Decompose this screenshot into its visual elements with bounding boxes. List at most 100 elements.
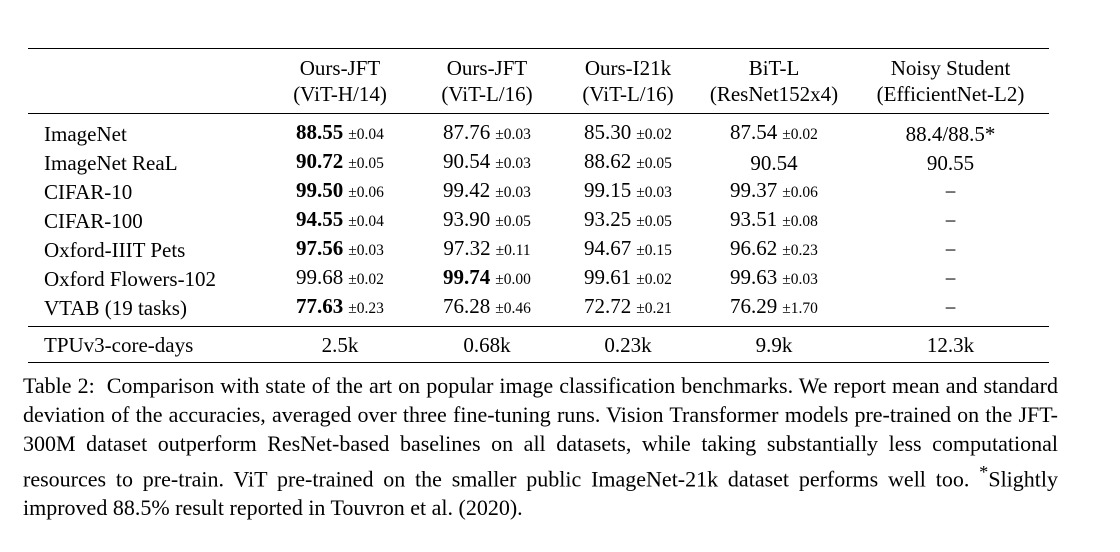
col-header-4-line2: (ResNet152x4) [696,81,852,114]
score-std: ±0.05 [495,213,531,230]
caption-footnote: Slightly improved 88.5% result reported … [23,466,1059,521]
score-std: ±0.06 [782,184,818,201]
score-cell: 93.90 ±0.05 [414,206,560,235]
score-std: ±0.06 [348,184,384,201]
score-mean: 93.90 [443,207,491,231]
score-mean: 87.54 [730,120,778,144]
score-mean: 94.55 [296,207,344,231]
score-mean: 72.72 [584,294,632,318]
score-mean: − [944,295,957,320]
score-std: ±0.03 [495,126,531,143]
table-body: ImageNet 88.55 ±0.04 87.76 ±0.03 85.30 ±0.02 87… [28,114,1049,327]
col-header-4-line1: BiT-L [696,48,852,81]
caption-label: Table 2: [23,373,95,398]
score-mean: 99.74 [443,265,491,289]
col-header-1-line2: (ViT-H/14) [266,81,414,114]
score-std: ±0.03 [495,155,531,172]
score-cell: − [852,235,1049,264]
score-mean: 93.51 [730,207,778,231]
score-cell: 99.74 ±0.00 [414,264,560,293]
score-mean: 87.76 [443,120,491,144]
score-cell: 99.50 ±0.06 [266,177,414,206]
score-cell: 77.63 ±0.23 [266,293,414,327]
footer-row: TPUv3-core-days 2.5k 0.68k 0.23k 9.9k 12… [28,326,1049,363]
score-cell: 72.72 ±0.21 [560,293,696,327]
score-cell: 87.76 ±0.03 [414,114,560,149]
dataset-name: Oxford-IIIT Pets [44,237,186,262]
score-mean: 99.15 [584,178,632,202]
score-std: ±0.11 [495,242,531,259]
score-cell: 88.62 ±0.05 [560,148,696,177]
score-mean: 85.30 [584,120,632,144]
score-std: ±0.21 [636,300,672,317]
score-cell: 94.67 ±0.15 [560,235,696,264]
score-cell: 93.51 ±0.08 [696,206,852,235]
table-row: CIFAR-100 94.55 ±0.04 93.90 ±0.05 93.25 ±0.05 9… [28,206,1049,235]
score-mean: − [944,237,957,262]
score-std: ±0.02 [782,126,818,143]
score-mean: 99.61 [584,265,632,289]
score-std: ±0.08 [782,213,818,230]
score-mean: 90.72 [296,149,344,173]
header-empty-cell [28,48,266,81]
score-mean: − [944,266,957,291]
score-mean: 76.29 [730,294,778,318]
col-header-5-line1: Noisy Student [852,48,1049,81]
score-cell: 94.55 ±0.04 [266,206,414,235]
table-row: CIFAR-10 99.50 ±0.06 99.42 ±0.03 99.15 ±0.03 99… [28,177,1049,206]
score-cell: 88.4/88.5* [852,114,1049,149]
score-cell: 87.54 ±0.02 [696,114,852,149]
score-cell: 93.25 ±0.05 [560,206,696,235]
score-std: ±0.00 [495,271,531,288]
score-std: ±0.23 [782,242,818,259]
score-cell: 76.29 ±1.70 [696,293,852,327]
results-table: Ours-JFT Ours-JFT Ours-I21k BiT-L Noisy … [28,48,1049,363]
score-cell: 90.54 ±0.03 [414,148,560,177]
table-row: VTAB (19 tasks) 77.63 ±0.23 76.28 ±0.46 72.72… [28,293,1049,327]
score-cell: 99.63 ±0.03 [696,264,852,293]
col-header-5-line2: (EfficientNet-L2) [852,81,1049,114]
score-mean: 99.37 [730,178,778,202]
score-cell: 99.42 ±0.03 [414,177,560,206]
score-cell: 96.62 ±0.23 [696,235,852,264]
score-mean: 88.62 [584,149,632,173]
score-std: ±1.70 [782,300,818,317]
score-std: ±0.15 [636,242,672,259]
score-std: ±0.04 [348,213,384,230]
score-std: ±0.03 [495,184,531,201]
score-std: ±0.05 [636,155,672,172]
score-cell: 90.72 ±0.05 [266,148,414,177]
footnote-mark: * [979,462,989,482]
score-std: ±0.02 [348,271,384,288]
score-mean: 96.62 [730,236,778,260]
score-mean: 99.42 [443,178,491,202]
score-mean: 88.55 [296,120,344,144]
header-empty-cell [28,81,266,114]
score-std: ±0.23 [348,300,384,317]
score-mean: 99.68 [296,265,344,289]
score-mean: 76.28 [443,294,491,318]
footer-value: 0.68k [414,326,560,363]
score-std: ±0.03 [636,184,672,201]
score-mean: − [944,208,957,233]
score-mean: 94.67 [584,236,632,260]
table-row: ImageNet ReaL 90.72 ±0.05 90.54 ±0.03 88.62 ±0… [28,148,1049,177]
col-header-2-line2: (ViT-L/16) [414,81,560,114]
score-mean: 99.50 [296,178,344,202]
score-mean: 90.54 [750,150,798,175]
score-mean: 99.63 [730,265,778,289]
table-caption: Table 2: Comparison with state of the art… [23,371,1058,522]
score-cell: − [852,206,1049,235]
dataset-name: Oxford Flowers-102 [44,266,217,291]
col-header-2-line1: Ours-JFT [414,48,560,81]
score-mean: 90.55 [926,150,975,175]
score-std: ±0.05 [636,213,672,230]
score-cell: − [852,264,1049,293]
caption-body: Comparison with state of the art on popu… [23,373,1059,492]
score-cell: 97.56 ±0.03 [266,235,414,264]
footer-value: 0.23k [560,326,696,363]
score-std: ±0.04 [348,126,384,143]
score-cell: 99.61 ±0.02 [560,264,696,293]
footer-label: TPUv3-core-days [28,326,266,363]
score-cell: 90.54 [696,148,852,177]
